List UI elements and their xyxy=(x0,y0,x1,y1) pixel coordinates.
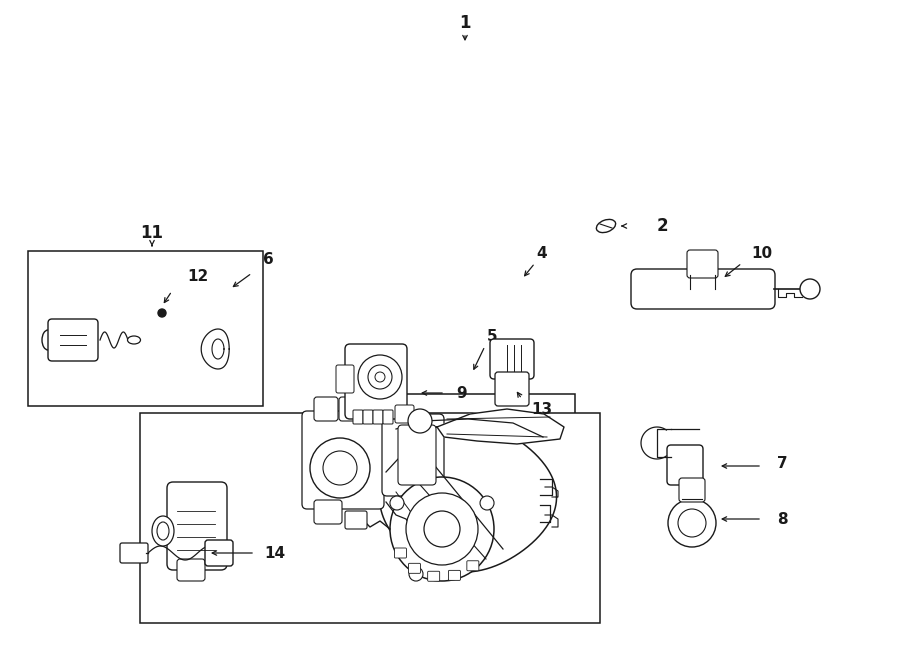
FancyBboxPatch shape xyxy=(631,269,775,309)
FancyBboxPatch shape xyxy=(339,397,363,421)
Ellipse shape xyxy=(157,522,169,540)
Text: 3: 3 xyxy=(392,384,404,402)
FancyBboxPatch shape xyxy=(467,561,479,570)
FancyBboxPatch shape xyxy=(314,500,342,524)
Circle shape xyxy=(408,409,432,433)
Circle shape xyxy=(323,451,357,485)
Text: 4: 4 xyxy=(536,245,547,260)
FancyBboxPatch shape xyxy=(345,344,407,419)
Bar xyxy=(140,413,600,623)
FancyBboxPatch shape xyxy=(302,411,384,509)
Ellipse shape xyxy=(128,336,140,344)
Circle shape xyxy=(668,499,716,547)
Circle shape xyxy=(409,567,423,581)
Circle shape xyxy=(390,477,494,581)
FancyBboxPatch shape xyxy=(336,365,354,393)
FancyBboxPatch shape xyxy=(363,410,373,424)
Circle shape xyxy=(678,509,706,537)
FancyBboxPatch shape xyxy=(428,571,440,581)
FancyBboxPatch shape xyxy=(177,559,205,581)
Bar xyxy=(28,251,263,406)
Circle shape xyxy=(424,511,460,547)
FancyBboxPatch shape xyxy=(667,445,703,485)
FancyBboxPatch shape xyxy=(383,410,393,424)
Text: 8: 8 xyxy=(777,512,788,527)
FancyBboxPatch shape xyxy=(490,339,534,379)
Circle shape xyxy=(158,309,166,317)
Circle shape xyxy=(310,438,370,498)
FancyBboxPatch shape xyxy=(679,478,705,502)
Circle shape xyxy=(375,372,385,382)
Text: 2: 2 xyxy=(656,217,668,235)
FancyBboxPatch shape xyxy=(409,563,420,573)
FancyBboxPatch shape xyxy=(495,372,529,406)
Text: 5: 5 xyxy=(487,329,498,344)
Circle shape xyxy=(800,279,820,299)
Bar xyxy=(355,394,575,599)
FancyBboxPatch shape xyxy=(353,410,363,424)
Ellipse shape xyxy=(597,219,616,233)
FancyBboxPatch shape xyxy=(48,319,98,361)
Text: 12: 12 xyxy=(187,268,209,284)
Text: 10: 10 xyxy=(752,245,772,260)
Text: 7: 7 xyxy=(777,455,788,471)
Text: 11: 11 xyxy=(140,224,164,242)
FancyBboxPatch shape xyxy=(395,405,414,423)
Ellipse shape xyxy=(152,516,174,546)
Text: 14: 14 xyxy=(265,545,285,561)
FancyBboxPatch shape xyxy=(394,548,407,558)
FancyBboxPatch shape xyxy=(345,511,367,529)
FancyBboxPatch shape xyxy=(687,250,718,278)
Text: 1: 1 xyxy=(459,14,471,32)
FancyBboxPatch shape xyxy=(373,410,383,424)
FancyBboxPatch shape xyxy=(398,425,436,485)
FancyBboxPatch shape xyxy=(382,414,444,496)
FancyBboxPatch shape xyxy=(167,482,227,570)
FancyBboxPatch shape xyxy=(448,570,461,580)
Circle shape xyxy=(368,365,392,389)
Circle shape xyxy=(480,496,494,510)
FancyBboxPatch shape xyxy=(314,397,338,421)
Circle shape xyxy=(358,355,402,399)
Text: 13: 13 xyxy=(531,401,553,416)
Circle shape xyxy=(406,493,478,565)
FancyBboxPatch shape xyxy=(120,543,148,563)
Circle shape xyxy=(390,496,404,510)
Text: 9: 9 xyxy=(456,385,467,401)
Text: 6: 6 xyxy=(263,251,274,266)
FancyBboxPatch shape xyxy=(205,540,233,566)
Polygon shape xyxy=(437,409,564,444)
